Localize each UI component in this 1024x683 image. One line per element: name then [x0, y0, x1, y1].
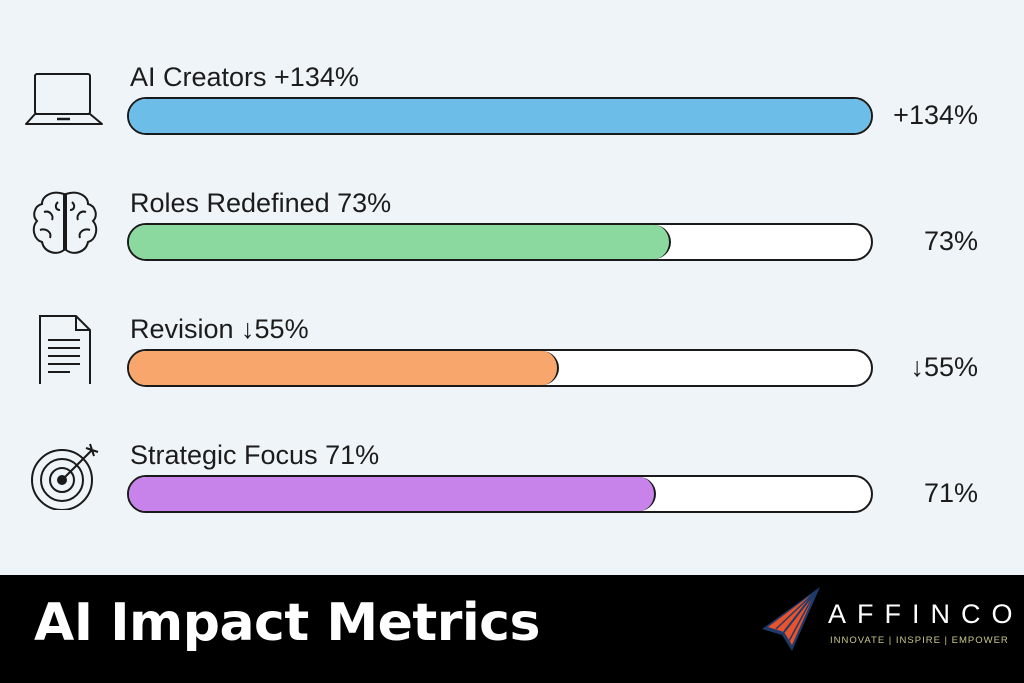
- bar-label: Roles Redefined 73%: [130, 188, 392, 218]
- metric-row: Revision ↓55% ↓55%: [0, 314, 1024, 432]
- bar-value-label: 71%: [923, 478, 978, 508]
- footer-banner: AI Impact Metrics AFFINCO INNOVATE | INS…: [0, 575, 1024, 683]
- brain-icon: [22, 188, 108, 258]
- logo-text: AFFINCO: [828, 599, 1024, 629]
- paper-plane-icon: [762, 587, 820, 651]
- document-icon: [22, 314, 108, 387]
- bar-fill: [129, 99, 871, 133]
- bar-track: [127, 475, 873, 513]
- bar-label: AI Creators +134%: [130, 62, 359, 92]
- bar-fill: [129, 351, 560, 385]
- logo-tagline: INNOVATE | INSPIRE | EMPOWER: [830, 635, 1009, 646]
- bar-track: [127, 97, 873, 135]
- target-icon: [22, 440, 108, 511]
- metric-row: Strategic Focus 71% 71%: [0, 440, 1024, 558]
- laptop-icon: [22, 56, 108, 126]
- metric-row: AI Creators +134% +134%: [0, 62, 1024, 180]
- bar-track: [127, 349, 873, 387]
- affinco-logo: AFFINCO INNOVATE | INSPIRE | EMPOWER: [756, 583, 1016, 663]
- bar-value-label: ↓55%: [910, 352, 978, 382]
- page-title: AI Impact Metrics: [34, 593, 540, 653]
- bar-label: Revision ↓55%: [130, 314, 309, 344]
- bar-track: [127, 223, 873, 261]
- metric-row: Roles Redefined 73% 73%: [0, 188, 1024, 306]
- bar-fill: [129, 225, 671, 259]
- bar-value-label: +134%: [893, 100, 978, 130]
- bar-value-label: 73%: [923, 226, 978, 256]
- bar-fill: [129, 477, 656, 511]
- bar-label: Strategic Focus 71%: [130, 440, 380, 470]
